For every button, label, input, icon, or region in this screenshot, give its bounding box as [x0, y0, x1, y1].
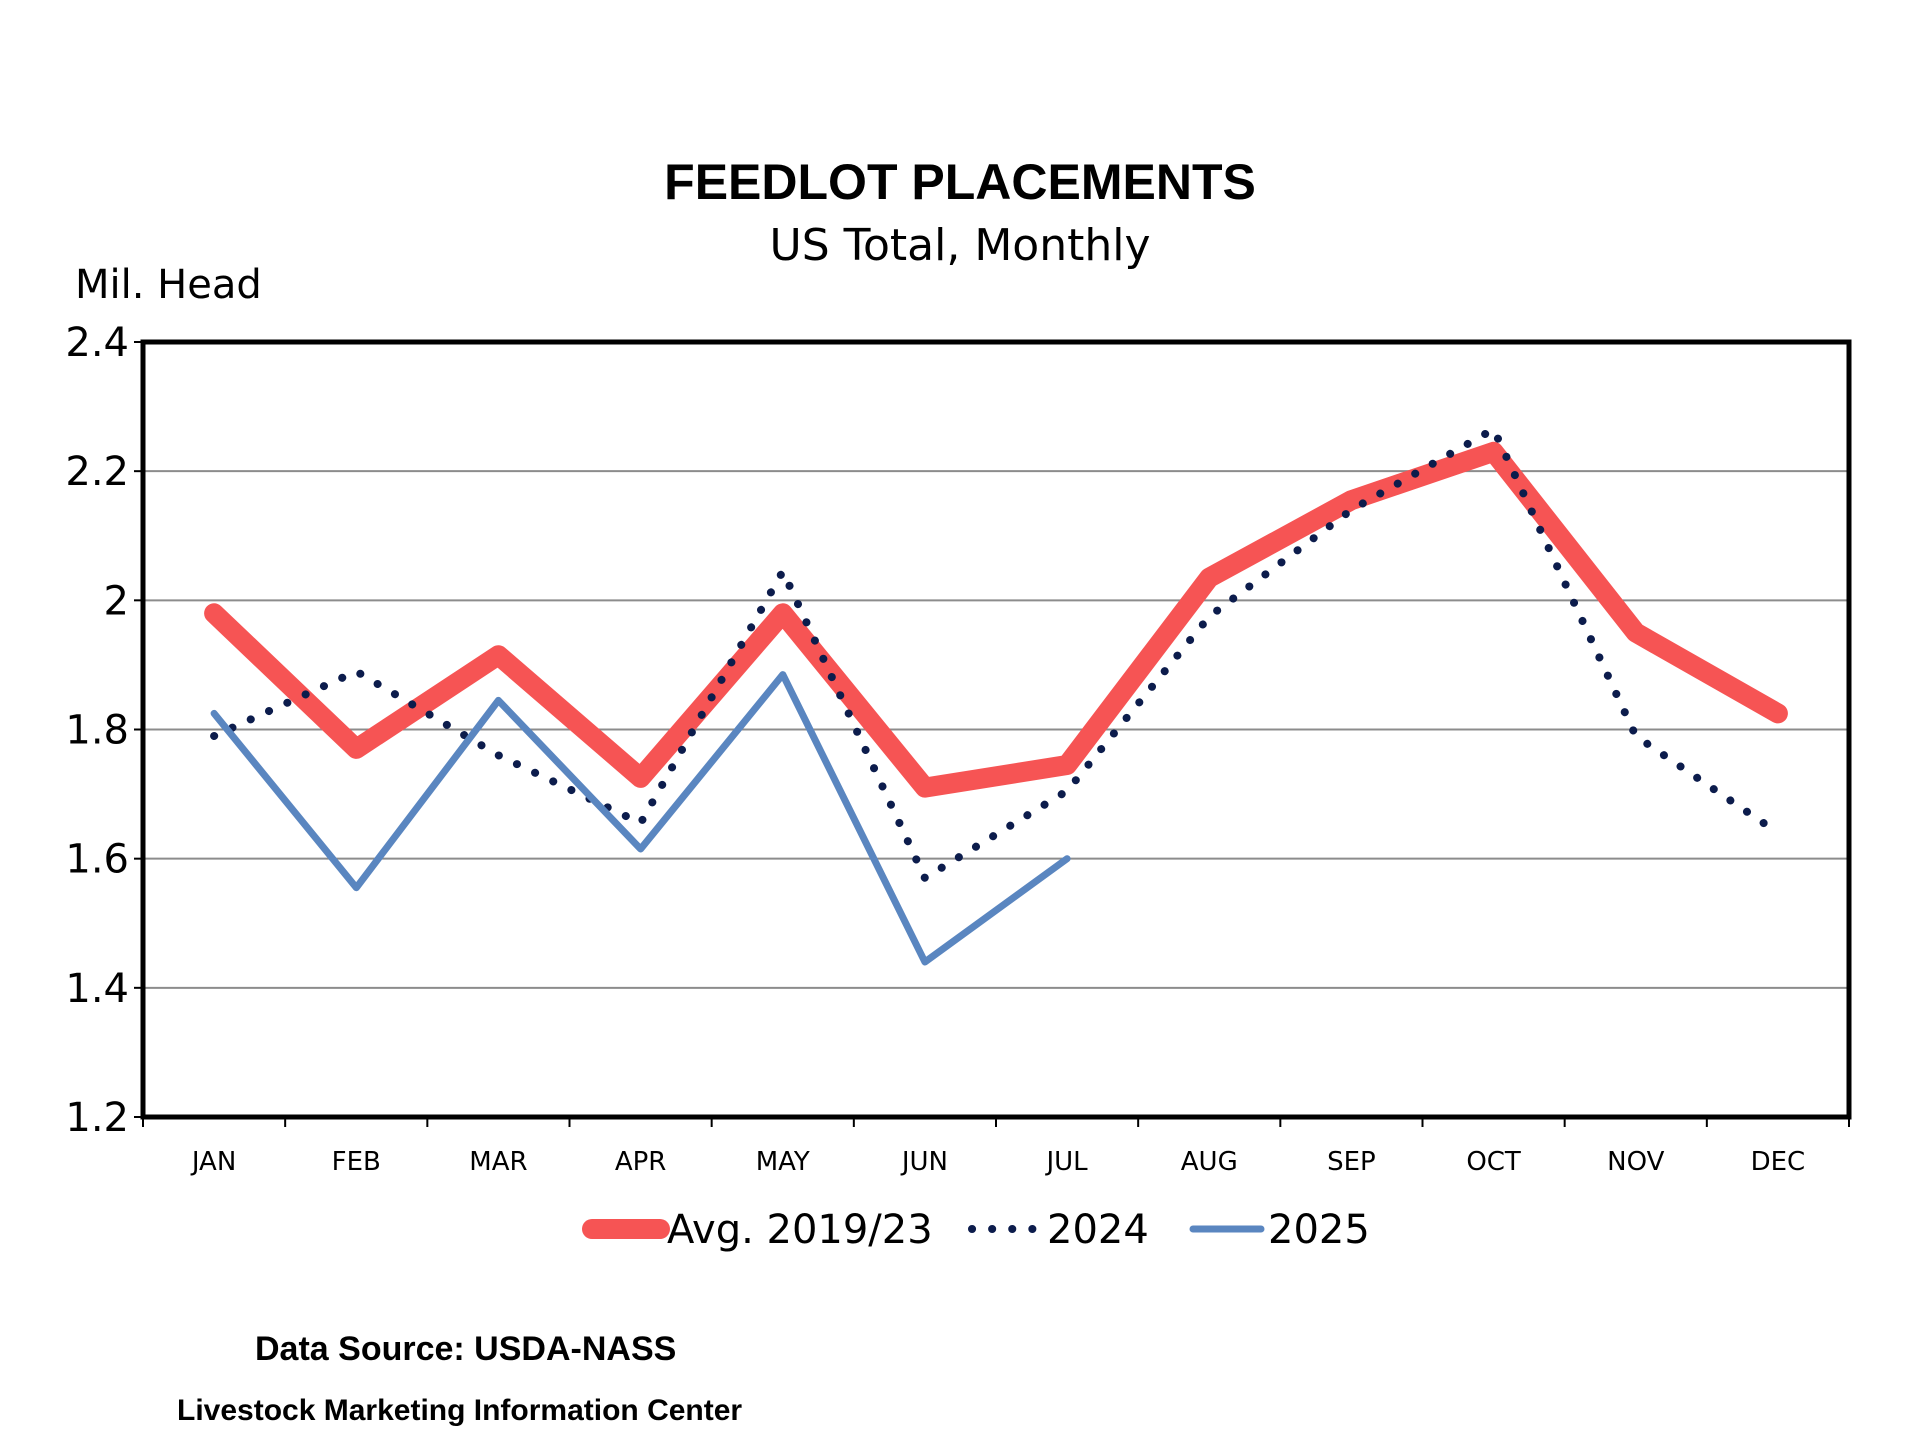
- y-tick-label: 1.4: [65, 966, 129, 1012]
- x-tick-label: FEB: [332, 1147, 381, 1177]
- data-source-text: Data Source: USDA-NASS: [255, 1330, 676, 1368]
- legend-label: 2024: [1047, 1207, 1149, 1253]
- x-tick-label: DEC: [1751, 1147, 1806, 1177]
- y-tick-label: 1.8: [65, 708, 129, 754]
- legend: Avg. 2019/23 2024 2025: [582, 1207, 1370, 1253]
- x-tick-label: SEP: [1327, 1147, 1376, 1177]
- x-tick-label: JUL: [1044, 1147, 1088, 1177]
- series-line-2024: [210, 425, 1782, 882]
- series-lines: [204, 425, 1788, 966]
- x-tick-label: MAY: [756, 1147, 810, 1177]
- y-tick-label: 1.2: [65, 1095, 129, 1141]
- credit-text: Livestock Marketing Information Center: [177, 1394, 742, 1427]
- y-tick-label: 2: [104, 578, 129, 624]
- chart-title: FEEDLOT PLACEMENTS: [664, 154, 1256, 210]
- series-line-2025: [210, 671, 1071, 966]
- x-tick-label: OCT: [1466, 1147, 1521, 1177]
- series-line-avg-2019-23: [204, 441, 1788, 798]
- chart-subtitle: US Total, Monthly: [769, 220, 1150, 271]
- y-tick-label: 2.2: [65, 449, 129, 495]
- x-tick-label: NOV: [1607, 1147, 1664, 1177]
- plot-area-frame: [140, 339, 1852, 1120]
- legend-label: Avg. 2019/23: [667, 1207, 933, 1253]
- y-axis-label: Mil. Head: [75, 262, 262, 308]
- legend-label: 2025: [1268, 1207, 1370, 1253]
- x-axis-ticks: JAN FEB MAR APR MAY JUN JUL AUG SEP OCT NOV DEC: [142, 1117, 1850, 1177]
- x-tick-label: APR: [615, 1147, 667, 1177]
- x-tick-label: JAN: [190, 1147, 236, 1177]
- x-tick-label: AUG: [1181, 1147, 1238, 1177]
- x-tick-label: JUN: [900, 1147, 948, 1177]
- y-tick-label: 1.6: [65, 837, 129, 883]
- y-tick-label: 2.4: [65, 320, 129, 366]
- y-axis-ticks: 1.2 1.4 1.6 1.8 2 2.2 2.4: [65, 320, 143, 1141]
- x-tick-label: MAR: [469, 1147, 527, 1177]
- gridlines: [143, 470, 1849, 989]
